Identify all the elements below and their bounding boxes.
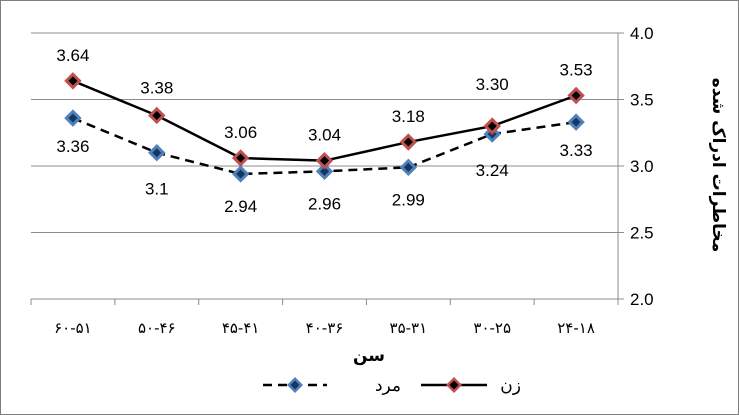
marker-inner xyxy=(403,162,413,172)
data-point xyxy=(231,165,250,183)
y-tick-label: 2.0 xyxy=(630,290,654,309)
data-labels: 3.64 3.38 3.06 3.04 3.18 3.30 3.53 3.36 3.1 2.94 2… xyxy=(56,46,592,216)
data-point xyxy=(231,149,250,167)
data-label-men: 3.24 xyxy=(476,161,509,180)
data-label-men: 3.1 xyxy=(145,180,169,199)
axes: 2.0 2.5 3.0 3.5 4.0 ۶۰-۵۱ ۵۰-۴۶ ۴۵-۴۱ ۴۰-۳۶ ۳۵-۳۱… xyxy=(30,24,654,337)
x-axis-title: سن xyxy=(353,346,385,366)
marker-inner xyxy=(320,156,329,166)
marker-inner xyxy=(68,76,78,86)
data-label-women: 3.04 xyxy=(308,126,341,145)
marker-inner xyxy=(403,137,413,147)
data-label-women: 3.38 xyxy=(140,78,173,97)
x-tick-label: ۶۰-۵۱ xyxy=(54,319,92,337)
data-point xyxy=(567,86,585,105)
y-tick-label: 4.0 xyxy=(630,24,654,43)
data-point xyxy=(399,158,418,177)
data-point xyxy=(399,133,418,151)
data-label-women: 3.18 xyxy=(392,107,425,126)
legend: مرد زن xyxy=(263,376,521,396)
marker-inner xyxy=(236,153,246,163)
marker-inner xyxy=(571,117,581,127)
marker-inner xyxy=(236,169,246,179)
data-label-women: 3.06 xyxy=(224,123,257,142)
marker-inner xyxy=(68,113,78,123)
x-tick-label: ۴۰-۳۶ xyxy=(306,319,344,337)
data-point xyxy=(315,151,334,170)
series-group xyxy=(64,72,585,183)
gridlines xyxy=(31,32,618,233)
data-point xyxy=(148,106,166,125)
data-point xyxy=(148,143,166,162)
marker-inner xyxy=(487,121,497,131)
marker-inner xyxy=(152,110,162,120)
data-point xyxy=(64,72,82,90)
data-label-men: 2.94 xyxy=(224,197,257,216)
data-label-men: 3.36 xyxy=(56,137,89,156)
marker-inner xyxy=(152,148,162,158)
data-label-women: 3.53 xyxy=(560,61,593,80)
data-label-men: 3.33 xyxy=(560,141,593,160)
legend-marker-inner xyxy=(449,380,459,390)
data-label-women: 3.64 xyxy=(56,46,89,65)
x-tick-label: ۳۰-۲۵ xyxy=(473,319,511,337)
y-tick-label: 2.5 xyxy=(630,224,654,243)
legend-label: مرد xyxy=(375,376,401,396)
y-tick-label: 3.0 xyxy=(630,157,654,176)
x-tick-label: ۵۰-۴۶ xyxy=(138,319,176,337)
legend-marker-inner xyxy=(290,380,300,390)
data-point xyxy=(567,113,585,131)
legend-label: زن xyxy=(500,376,521,396)
data-point xyxy=(315,162,334,181)
x-tick-label: ۳۵-۳۱ xyxy=(390,319,428,337)
x-tick-label: ۴۵-۴۱ xyxy=(222,319,260,337)
y-axis-title: مخاطرات ادراک شده xyxy=(708,78,728,253)
marker-inner xyxy=(320,166,329,176)
data-label-women: 3.30 xyxy=(476,75,509,94)
data-label-men: 2.99 xyxy=(392,190,425,209)
data-point xyxy=(483,117,501,135)
marker-inner xyxy=(571,91,581,101)
x-tick-label: ۲۴-۱۸ xyxy=(557,319,595,337)
data-label-men: 2.96 xyxy=(308,194,341,213)
data-point xyxy=(64,109,82,127)
y-tick-label: 3.5 xyxy=(630,91,654,110)
